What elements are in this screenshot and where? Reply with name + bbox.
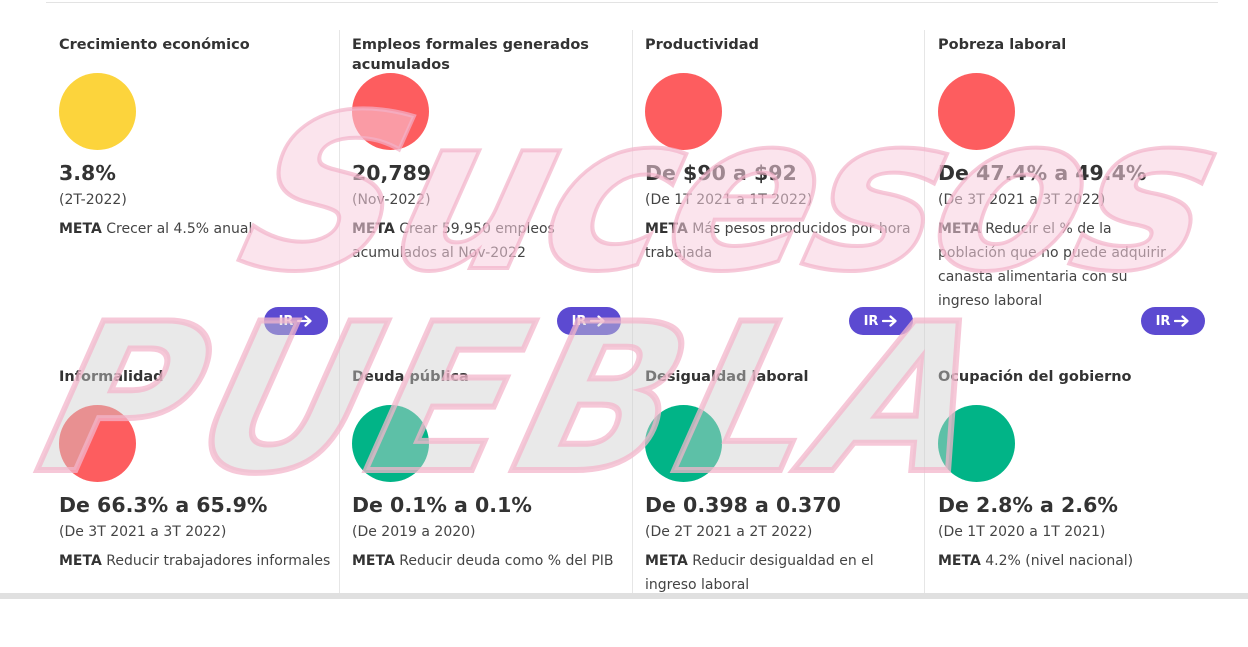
meta-label: META [59, 221, 102, 237]
indicator-value: De 0.1% a 0.1% [352, 493, 532, 517]
ir-button-productividad[interactable]: IR [849, 307, 913, 335]
indicator-meta: META Más pesos producidos por hora traba… [645, 217, 920, 265]
column-divider [924, 30, 925, 595]
indicator-meta: META Reducir deuda como % del PIB [352, 549, 627, 573]
indicator-period: (De 2019 a 2020) [352, 524, 476, 540]
card-title: Empleos formales generados acumulados [352, 37, 589, 73]
indicator-meta: META Reducir el % de la población que no… [938, 217, 1183, 313]
status-indicator [59, 73, 136, 150]
indicator-value: 3.8% [59, 161, 116, 185]
indicator-card-desigualdad: Desigualdad laboral De 0.398 a 0.370 (De… [645, 367, 915, 647]
card-title: Ocupación del gobierno [938, 369, 1132, 385]
card-title: Informalidad [59, 369, 164, 385]
meta-text: Crear 59,950 empleos acumulados al Nov-2… [352, 221, 555, 261]
ir-button-pobreza[interactable]: IR [1141, 307, 1205, 335]
status-indicator [645, 405, 722, 482]
indicator-card-ocupacion: Ocupación del gobierno De 2.8% a 2.6% (D… [938, 367, 1208, 647]
indicator-grid: Crecimiento económico 3.8% (2T-2022) MET… [59, 30, 1208, 595]
top-divider [46, 2, 1218, 3]
meta-text: Reducir trabajadores informales [106, 553, 331, 569]
ir-button-crecimiento[interactable]: IR [264, 307, 328, 335]
column-divider [339, 30, 340, 595]
indicator-card-crecimiento: Crecimiento económico 3.8% (2T-2022) MET… [59, 35, 329, 315]
indicator-value: De 66.3% a 65.9% [59, 493, 268, 517]
card-title: Desigualdad laboral [645, 369, 809, 385]
indicator-period: (De 3T 2021 a 3T 2022) [59, 524, 227, 540]
indicator-card-informalidad: Informalidad De 66.3% a 65.9% (De 3T 202… [59, 367, 330, 647]
status-indicator [59, 405, 136, 482]
column-divider [632, 30, 633, 595]
indicator-value: De 47.4% a 49.4% [938, 161, 1147, 185]
meta-label: META [645, 553, 688, 569]
meta-text: Más pesos producidos por hora trabajada [645, 221, 911, 261]
ir-button-label: IR [278, 313, 294, 329]
meta-text: 4.2% (nivel nacional) [985, 553, 1134, 569]
arrow-right-icon [882, 315, 898, 327]
indicator-value: 20,789 [352, 161, 432, 185]
ir-button-label: IR [863, 313, 879, 329]
indicator-meta: META Crecer al 4.5% anual [59, 217, 334, 241]
indicator-card-empleos: Empleos formales generados acumulados 20… [352, 35, 622, 315]
meta-text: Reducir desigualdad en el ingreso labora… [645, 553, 874, 593]
card-title: Deuda pública [352, 369, 469, 385]
indicator-period: (De 3T 2021 a 3T 2022) [938, 192, 1106, 208]
indicator-value: De 0.398 a 0.370 [645, 493, 841, 517]
indicator-card-productividad: Productividad De $90 a $92 (De 1T 2021 a… [645, 35, 915, 315]
status-indicator [352, 405, 429, 482]
arrow-right-icon [297, 315, 313, 327]
indicator-meta: META 4.2% (nivel nacional) [938, 549, 1213, 573]
status-indicator [352, 73, 429, 150]
meta-label: META [938, 221, 981, 237]
indicator-card-pobreza: Pobreza laboral De 47.4% a 49.4% (De 3T … [938, 35, 1208, 315]
status-indicator [938, 73, 1015, 150]
indicator-period: (De 1T 2021 a 1T 2022) [645, 192, 813, 208]
indicator-meta: META Reducir desigualdad en el ingreso l… [645, 549, 885, 597]
ir-button-empleos[interactable]: IR [557, 307, 621, 335]
meta-label: META [352, 221, 395, 237]
ir-button-label: IR [571, 313, 587, 329]
indicator-period: (Nov-2022) [352, 192, 431, 208]
meta-text: Reducir deuda como % del PIB [399, 553, 614, 569]
indicator-meta: META Crear 59,950 empleos acumulados al … [352, 217, 572, 265]
meta-text: Reducir el % de la población que no pued… [938, 221, 1166, 309]
card-title: Pobreza laboral [938, 37, 1067, 53]
meta-label: META [352, 553, 395, 569]
indicator-period: (De 2T 2021 a 2T 2022) [645, 524, 813, 540]
meta-label: META [59, 553, 102, 569]
ir-button-label: IR [1155, 313, 1171, 329]
card-title: Productividad [645, 37, 759, 53]
bottom-scroll-edge [0, 593, 1248, 599]
indicator-period: (2T-2022) [59, 192, 127, 208]
status-indicator [938, 405, 1015, 482]
status-indicator [645, 73, 722, 150]
meta-text: Crecer al 4.5% anual [106, 221, 253, 237]
indicator-value: De $90 a $92 [645, 161, 797, 185]
indicator-period: (De 1T 2020 a 1T 2021) [938, 524, 1106, 540]
arrow-right-icon [590, 315, 606, 327]
meta-label: META [938, 553, 981, 569]
indicator-value: De 2.8% a 2.6% [938, 493, 1118, 517]
indicator-card-deuda: Deuda pública De 0.1% a 0.1% (De 2019 a … [352, 367, 622, 647]
indicator-meta: META Reducir trabajadores informales [59, 549, 334, 573]
meta-label: META [645, 221, 688, 237]
card-title: Crecimiento económico [59, 37, 250, 53]
arrow-right-icon [1174, 315, 1190, 327]
